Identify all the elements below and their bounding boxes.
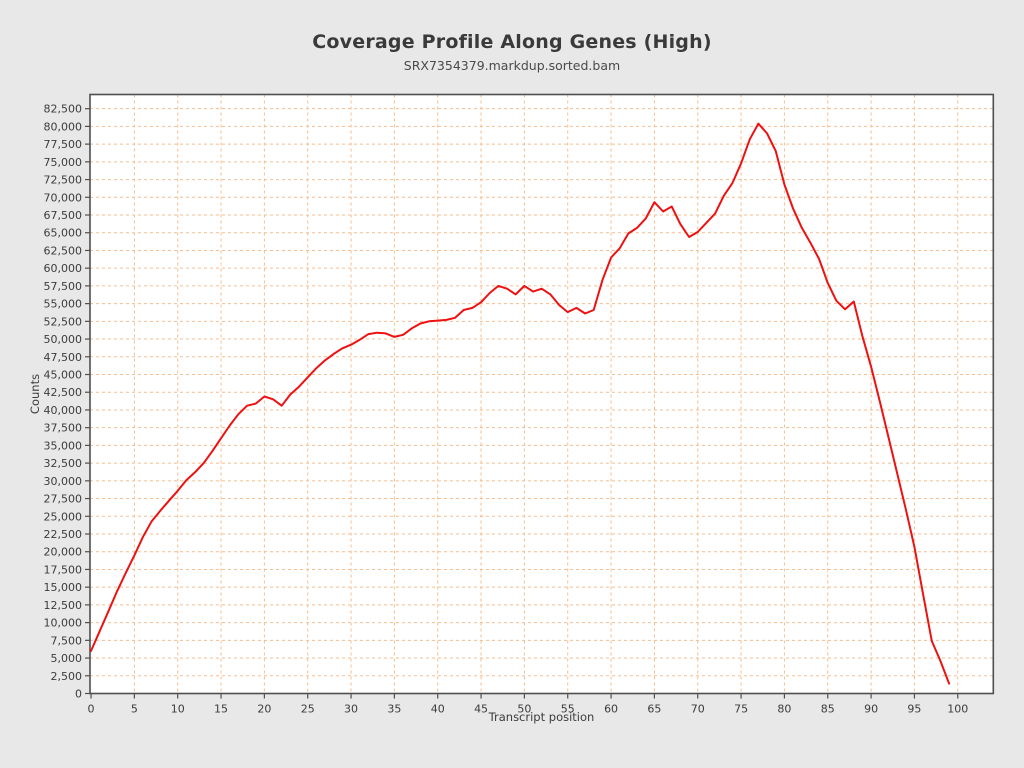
svg-text:40,000: 40,000: [44, 404, 83, 417]
svg-text:17,500: 17,500: [44, 563, 83, 576]
svg-text:52,500: 52,500: [44, 315, 83, 328]
plot-frame: [89, 93, 995, 695]
svg-text:82,500: 82,500: [44, 103, 83, 116]
svg-text:70: 70: [691, 703, 705, 716]
svg-text:30,000: 30,000: [44, 475, 83, 488]
svg-text:45: 45: [474, 703, 488, 716]
svg-text:5: 5: [131, 703, 138, 716]
grid-lines: [90, 94, 994, 694]
svg-text:40: 40: [431, 703, 445, 716]
svg-text:75: 75: [734, 703, 748, 716]
svg-text:32,500: 32,500: [44, 457, 83, 470]
svg-text:5,000: 5,000: [51, 652, 83, 665]
svg-text:20,000: 20,000: [44, 546, 83, 559]
svg-text:67,500: 67,500: [44, 209, 83, 222]
svg-text:72,500: 72,500: [44, 174, 83, 187]
svg-text:80,000: 80,000: [44, 120, 83, 133]
svg-text:7,500: 7,500: [51, 634, 83, 647]
svg-text:55: 55: [561, 703, 575, 716]
svg-text:35: 35: [387, 703, 401, 716]
svg-text:65: 65: [647, 703, 661, 716]
svg-text:60: 60: [604, 703, 618, 716]
svg-text:42,500: 42,500: [44, 386, 83, 399]
svg-text:62,500: 62,500: [44, 244, 83, 257]
svg-text:95: 95: [907, 703, 921, 716]
svg-text:57,500: 57,500: [44, 280, 83, 293]
svg-text:90: 90: [864, 703, 878, 716]
svg-text:75,000: 75,000: [44, 156, 83, 169]
svg-text:55,000: 55,000: [44, 298, 83, 311]
series-line-coverage: [90, 122, 951, 685]
svg-text:85: 85: [821, 703, 835, 716]
y-axis-label: Counts: [28, 373, 42, 415]
svg-text:65,000: 65,000: [44, 227, 83, 240]
svg-text:47,500: 47,500: [44, 351, 83, 364]
svg-text:50,000: 50,000: [44, 333, 83, 346]
plot-area: [90, 94, 994, 694]
axis-ticks: [85, 108, 959, 699]
svg-text:12,500: 12,500: [44, 599, 83, 612]
chart-title: Coverage Profile Along Genes (High): [312, 31, 712, 53]
svg-text:10: 10: [171, 703, 185, 716]
svg-text:100: 100: [947, 703, 968, 716]
svg-text:0: 0: [88, 703, 95, 716]
svg-text:27,500: 27,500: [44, 493, 83, 506]
chart-subtitle: SRX7354379.markdup.sorted.bam: [403, 58, 621, 73]
svg-text:25,000: 25,000: [44, 510, 83, 523]
svg-text:0: 0: [75, 688, 82, 701]
svg-text:15: 15: [214, 703, 228, 716]
x-axis-label: Transcript position: [488, 710, 595, 724]
svg-text:60,000: 60,000: [44, 262, 83, 275]
svg-text:35,000: 35,000: [44, 439, 83, 452]
svg-text:80: 80: [777, 703, 791, 716]
svg-text:30: 30: [344, 703, 358, 716]
tick-labels: 0 5 10 15 20 25 30 35 40 45 50 55 60 65 70 75 80 85 90 95 10…: [44, 103, 969, 716]
svg-text:25: 25: [301, 703, 315, 716]
svg-text:50: 50: [517, 703, 531, 716]
svg-text:77,500: 77,500: [44, 138, 83, 151]
svg-text:2,500: 2,500: [51, 670, 83, 683]
svg-text:70,000: 70,000: [44, 191, 83, 204]
svg-text:15,000: 15,000: [44, 581, 83, 594]
svg-text:22,500: 22,500: [44, 528, 83, 541]
svg-text:20: 20: [257, 703, 271, 716]
svg-text:45,000: 45,000: [44, 369, 83, 382]
svg-text:10,000: 10,000: [44, 617, 83, 630]
svg-text:37,500: 37,500: [44, 422, 83, 435]
